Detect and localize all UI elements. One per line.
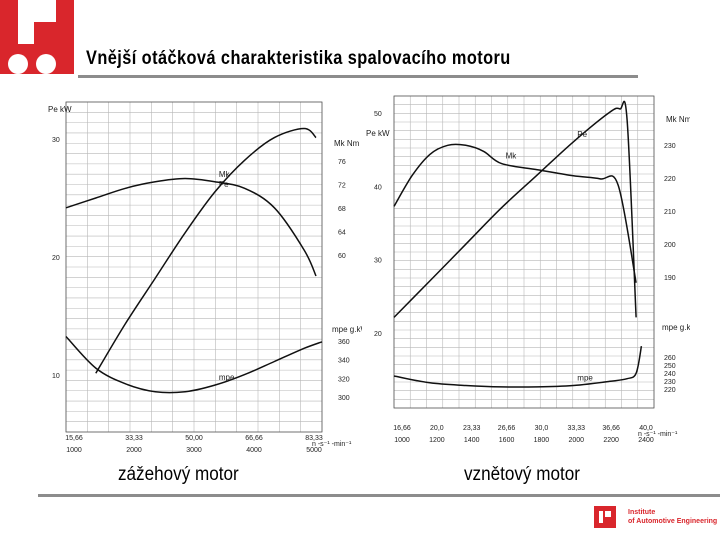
tick-label-mk: 220: [664, 176, 676, 183]
series-line-mpe: [393, 345, 643, 388]
series-label-mpe: mpe: [219, 373, 235, 382]
tick-label-pe: 30: [52, 137, 60, 144]
x-tick-label-speed-s: 15,66: [65, 435, 83, 442]
tick-label-pe: 20: [52, 255, 60, 262]
x-tick-label-speed-s: 83,33: [305, 435, 323, 442]
x-axis-label: n -s⁻¹ -min⁻¹: [638, 431, 678, 438]
x-tick-label-speed-s: 20,0: [430, 425, 444, 432]
x-tick-label-speed-s: 66,66: [245, 435, 263, 442]
series-label-mk: Mk: [506, 152, 518, 161]
series-line-mpe: [65, 335, 323, 394]
x-axis-label: n -s⁻¹ -min⁻¹: [312, 441, 352, 448]
tick-label-pe: 40: [374, 184, 382, 191]
tick-label-mk: 190: [664, 275, 676, 282]
title-divider: [78, 75, 638, 78]
x-tick-label-speed-s: 33,33: [125, 435, 143, 442]
chart-gasoline-engine: Pe kW 30 20 10 Mk Nm 76 72 68 64 60 mpe g.kW⁻¹.h⁻¹…: [42, 96, 364, 462]
tick-label-mk: 200: [664, 242, 676, 249]
tick-label-mk: 76: [338, 159, 346, 166]
x-tick-label-speed-min: 1400: [464, 437, 480, 444]
x-tick-label-speed-s: 23,33: [463, 425, 481, 432]
x-tick-label-speed-min: 2400: [638, 437, 654, 444]
tick-label-mk: 68: [338, 206, 346, 213]
x-tick-label-speed-min: 5000: [306, 447, 322, 454]
tick-label-mk: 72: [338, 183, 346, 190]
series-label-mk: Mk: [219, 170, 231, 179]
tick-label-pe: 10: [52, 373, 60, 380]
tick-label-mpe: 320: [338, 376, 350, 383]
series-label-pe: Pe: [577, 130, 587, 139]
x-tick-label-speed-min: 1000: [394, 437, 410, 444]
series-line-pe: [95, 127, 317, 374]
x-tick-label-speed-min: 2000: [126, 447, 142, 454]
axis-label-mk: Mk Nm: [334, 139, 360, 148]
caption-diesel-engine: vznětový motor: [464, 464, 580, 485]
tick-label-mpe: 340: [338, 358, 350, 365]
institute-name-line2: of Automotive Engineering: [628, 518, 718, 525]
series-label-mpe: mpe: [577, 374, 593, 383]
x-tick-label-speed-min: 1200: [429, 437, 445, 444]
institute-mark-icon: [594, 506, 616, 528]
tick-label-mpe: 240: [664, 371, 676, 378]
university-logo: [0, 0, 74, 74]
series-line-mk: [65, 177, 317, 277]
axis-label-pe: Pe kW: [366, 129, 390, 138]
tick-label-mk: 64: [338, 230, 346, 237]
institute-name-line1: Institute: [628, 509, 656, 516]
x-tick-label-speed-s: 33,33: [568, 425, 586, 432]
institute-logo: Institute of Automotive Engineering: [594, 500, 718, 532]
tick-label-pe: 30: [374, 258, 382, 265]
x-tick-label-speed-min: 1800: [534, 437, 550, 444]
tick-label-pe: 20: [374, 331, 382, 338]
tick-label-mk: 230: [664, 143, 676, 150]
x-tick-label-speed-s: 26,66: [498, 425, 516, 432]
x-tick-label-speed-s: 40,0: [639, 425, 653, 432]
plot-frame: [393, 95, 655, 409]
tick-label-mpe: 300: [338, 395, 350, 402]
tick-label-mk: 210: [664, 209, 676, 216]
slide-title: Vnější otáčková charakteristika spalovac…: [86, 48, 511, 69]
x-tick-label-speed-min: 3000: [186, 447, 202, 454]
x-tick-label-speed-s: 16,66: [393, 425, 411, 432]
tick-label-mpe: 360: [338, 339, 350, 346]
axis-label-mk: Mk Nm: [666, 115, 690, 124]
axis-label-mpe: mpe g.kW⁻¹.h⁻¹: [332, 325, 364, 334]
caption-gasoline-engine: zážehový motor: [118, 464, 239, 485]
x-tick-label-speed-min: 2200: [603, 437, 619, 444]
series-line-pe: [393, 100, 637, 318]
axis-label-pe: Pe kW: [48, 105, 72, 114]
footer-divider: [38, 494, 720, 497]
tick-label-mpe: 250: [664, 363, 676, 370]
tick-label-mpe: 220: [664, 387, 676, 394]
x-tick-label-speed-min: 2000: [568, 437, 584, 444]
x-tick-label-speed-s: 30,0: [535, 425, 549, 432]
tick-label-mpe: 260: [664, 355, 676, 362]
axis-label-mpe: mpe g.kW⁻¹.h⁻¹: [662, 323, 690, 332]
tick-label-mk: 60: [338, 253, 346, 260]
tick-label-mpe: 230: [664, 379, 676, 386]
x-tick-label-speed-min: 1600: [499, 437, 515, 444]
x-tick-label-speed-min: 1000: [66, 447, 82, 454]
tick-label-pe: 50: [374, 111, 382, 118]
series-label-pe: Pe: [219, 180, 229, 189]
series-line-mk: [393, 143, 637, 283]
plot-frame: [65, 101, 323, 433]
x-tick-label-speed-s: 36,66: [602, 425, 620, 432]
x-tick-label-speed-s: 50,00: [185, 435, 203, 442]
x-tick-label-speed-min: 4000: [246, 447, 262, 454]
